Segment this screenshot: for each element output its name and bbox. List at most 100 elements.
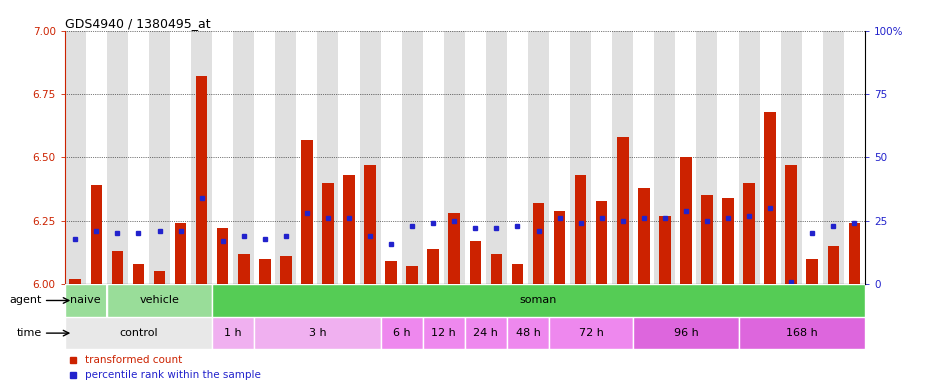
Bar [212,317,254,349]
Text: 1 h: 1 h [225,328,242,338]
Bar [449,213,460,284]
Bar [107,31,128,284]
Bar [490,254,502,284]
Bar [86,31,107,284]
Bar [423,31,444,284]
Bar [654,31,675,284]
Bar [701,195,713,284]
Bar [212,31,233,284]
Bar [132,264,144,284]
Bar [785,165,797,284]
Text: 24 h: 24 h [474,328,499,338]
Bar [807,259,818,284]
Text: 12 h: 12 h [431,328,456,338]
Bar [380,317,423,349]
Bar [339,31,360,284]
Bar [259,259,271,284]
Bar [149,31,170,284]
Bar [848,223,860,284]
Bar [212,284,865,317]
Bar [406,266,418,284]
Bar [718,31,738,284]
Bar [638,188,649,284]
Bar [107,284,212,317]
Bar [360,31,380,284]
Bar [822,31,844,284]
Bar [465,31,486,284]
Bar [507,317,549,349]
Bar [528,31,549,284]
Bar [612,31,634,284]
Bar [276,31,296,284]
Bar [634,317,738,349]
Bar [238,254,250,284]
Bar [802,31,822,284]
Bar [781,31,802,284]
Bar [675,31,697,284]
Bar [470,241,481,284]
Bar [175,223,186,284]
Bar [591,31,612,284]
Bar [196,76,207,284]
Bar [254,317,380,349]
Bar [302,140,313,284]
Bar [317,31,339,284]
Bar [512,264,524,284]
Text: agent: agent [9,295,42,306]
Bar [738,31,759,284]
Bar [549,31,570,284]
Bar [697,31,718,284]
Bar [254,31,276,284]
Bar [112,251,123,284]
Bar [617,137,628,284]
Bar [634,31,654,284]
Bar [296,31,317,284]
Bar [486,31,507,284]
Text: time: time [17,328,42,338]
Bar [554,211,565,284]
Bar [364,165,376,284]
Text: percentile rank within the sample: percentile rank within the sample [85,370,261,381]
Bar [191,31,212,284]
Text: 3 h: 3 h [309,328,327,338]
Bar [386,262,397,284]
Bar [680,157,692,284]
Text: naive: naive [70,295,101,306]
Bar [574,175,586,284]
Bar [170,31,191,284]
Text: transformed count: transformed count [85,355,182,365]
Bar [423,317,465,349]
Bar [744,183,755,284]
Bar [280,256,291,284]
Bar [596,200,608,284]
Text: 72 h: 72 h [579,328,604,338]
Text: 48 h: 48 h [515,328,540,338]
Bar [549,317,634,349]
Bar [128,31,149,284]
Bar [154,271,166,284]
Bar [533,203,544,284]
Bar [427,249,439,284]
Bar [828,246,839,284]
Bar [722,198,734,284]
Text: control: control [119,328,158,338]
Bar [738,317,865,349]
Bar [69,279,81,284]
Bar [444,31,464,284]
Text: 168 h: 168 h [786,328,818,338]
Bar [343,175,355,284]
Text: GDS4940 / 1380495_at: GDS4940 / 1380495_at [65,17,210,30]
Bar [844,31,865,284]
Bar [465,317,507,349]
Bar [570,31,591,284]
Bar [65,284,107,317]
Text: 96 h: 96 h [673,328,698,338]
Text: soman: soman [520,295,557,306]
Text: 6 h: 6 h [393,328,411,338]
Bar [759,31,781,284]
Bar [91,185,102,284]
Bar [65,317,212,349]
Bar [65,31,86,284]
Bar [322,183,334,284]
Bar [401,31,423,284]
